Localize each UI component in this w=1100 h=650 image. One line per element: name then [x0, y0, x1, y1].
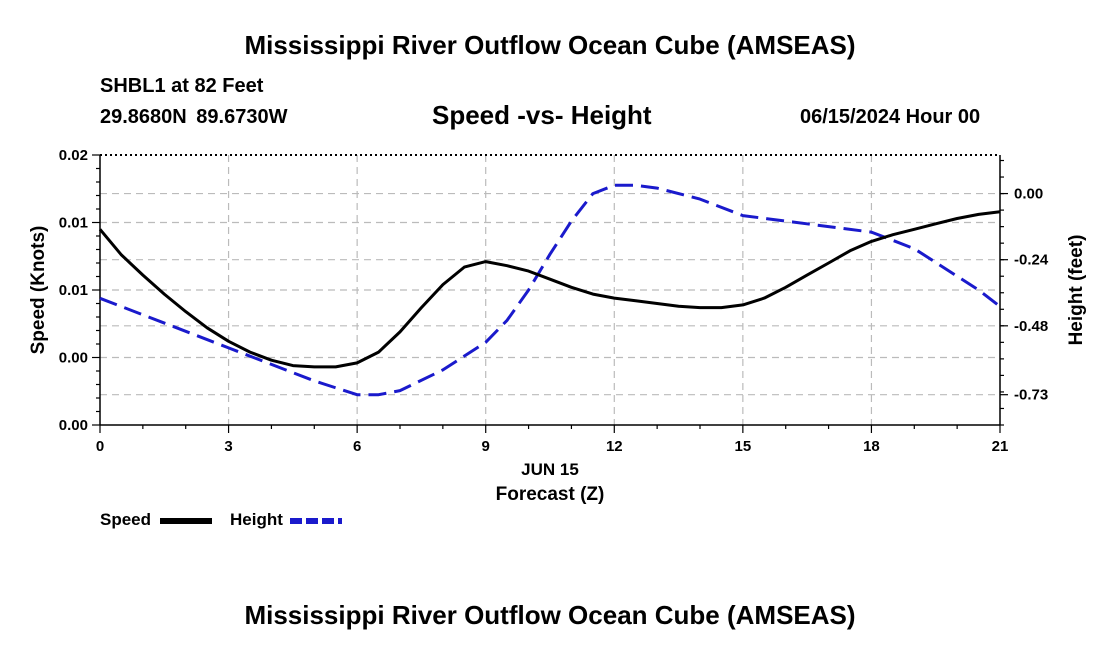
- x-tick-label: 18: [863, 438, 880, 455]
- x-tick-label: 9: [482, 438, 490, 455]
- x-tick-label: 12: [606, 438, 623, 455]
- y2-tick-label: 0.00: [1014, 186, 1043, 203]
- y2-tick-label: -0.24: [1014, 252, 1049, 269]
- legend-height-swatch: [290, 518, 342, 524]
- x-tick-label: 3: [224, 438, 232, 455]
- y2-axis-label: Height (feet): [1066, 235, 1087, 346]
- y2-tick-label: -0.73: [1014, 387, 1048, 404]
- series-speed-line: [98, 210, 1001, 369]
- y-tick-label: 0.02: [59, 147, 88, 164]
- x-tick-label: 6: [353, 438, 361, 455]
- x-axis-label: Forecast (Z): [496, 484, 605, 505]
- y2-tick-label: -0.48: [1014, 318, 1048, 335]
- y-axis-label: Speed (Knots): [28, 226, 49, 355]
- x-tick-label: 15: [735, 438, 752, 455]
- y-tick-label: 0.01: [59, 282, 88, 299]
- legend-speed-label: Speed: [100, 510, 152, 529]
- forecast-date: 06/15/2024 Hour 00: [800, 106, 981, 128]
- x-axis-date-label: JUN 15: [521, 460, 579, 479]
- legend-speed-swatch: [160, 518, 212, 524]
- y-tick-label: 0.00: [59, 417, 88, 434]
- y-tick-label: 0.00: [59, 350, 88, 367]
- x-tick-label: 0: [96, 438, 104, 455]
- chart: 0 3 6 9 12 15 18 21 0.00 0.00 0.01 0.01 0.02 0.00 -0.2…: [28, 147, 1087, 505]
- chart-subtitle: Speed -vs- Height: [432, 100, 652, 130]
- legend-height-label: Height: [230, 510, 283, 529]
- footer-title: Mississippi River Outflow Ocean Cube (AM…: [244, 600, 856, 630]
- series-height-line: [99, 183, 1001, 397]
- station-coordinates: 29.8680N 89.6730W: [100, 106, 288, 128]
- station-name: SHBL1 at 82 Feet: [100, 75, 264, 97]
- x-tick-label: 21: [992, 438, 1009, 455]
- page-title: Mississippi River Outflow Ocean Cube (AM…: [244, 30, 856, 60]
- y-tick-label: 0.01: [59, 215, 88, 232]
